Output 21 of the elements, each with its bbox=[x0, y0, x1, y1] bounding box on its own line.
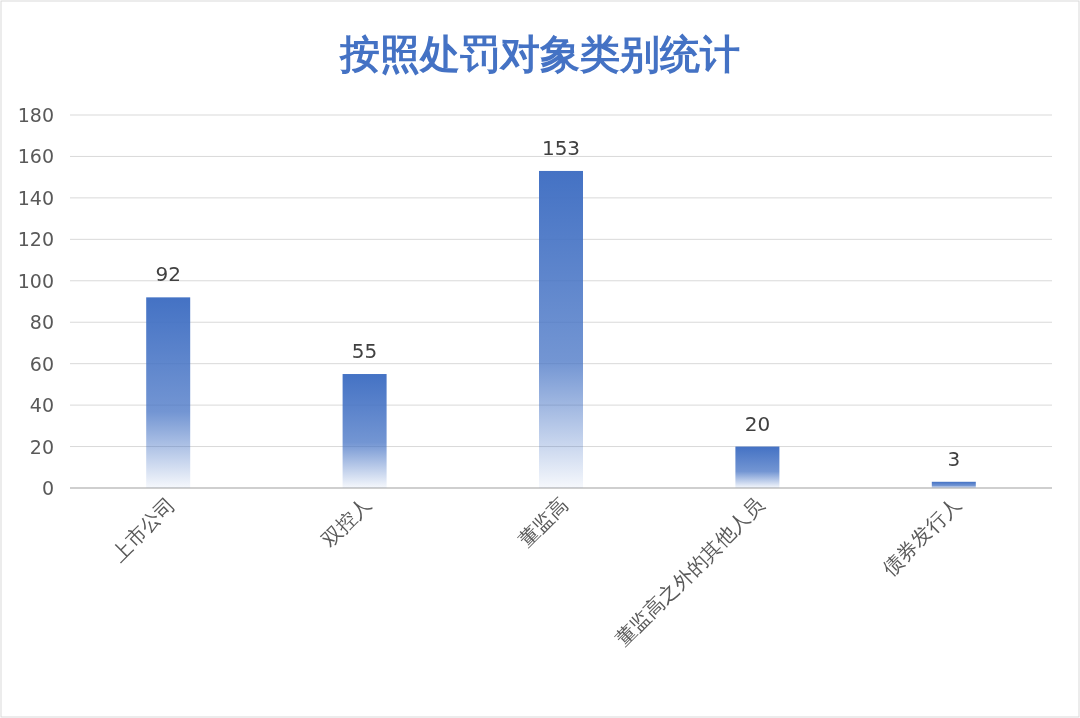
x-tick-label: 双控人 bbox=[316, 492, 377, 552]
y-tick-label: 0 bbox=[41, 477, 54, 499]
x-tick-label: 上市公司 bbox=[106, 492, 180, 567]
x-tick-label: 债券发行人 bbox=[877, 492, 966, 581]
y-tick-label: 120 bbox=[17, 228, 54, 251]
y-tick-label: 160 bbox=[17, 145, 54, 168]
data-label: 20 bbox=[744, 411, 771, 436]
chart-title: 按照处罚对象类别统计 bbox=[339, 31, 740, 77]
y-tick-label: 140 bbox=[17, 186, 54, 209]
data-label: 153 bbox=[541, 135, 581, 160]
y-tick-label: 80 bbox=[29, 311, 54, 334]
y-tick-label: 20 bbox=[29, 435, 54, 458]
x-tick-label: 董监高之外的其他人员 bbox=[610, 492, 769, 651]
data-label: 92 bbox=[155, 262, 181, 287]
y-tick-label: 180 bbox=[17, 104, 54, 126]
data-label: 55 bbox=[351, 339, 378, 364]
y-tick-label: 60 bbox=[29, 352, 54, 375]
x-tick-label: 董监高 bbox=[513, 492, 573, 552]
y-tick-label: 40 bbox=[29, 394, 54, 417]
data-label: 3 bbox=[947, 446, 961, 471]
y-tick-label: 100 bbox=[17, 269, 54, 292]
